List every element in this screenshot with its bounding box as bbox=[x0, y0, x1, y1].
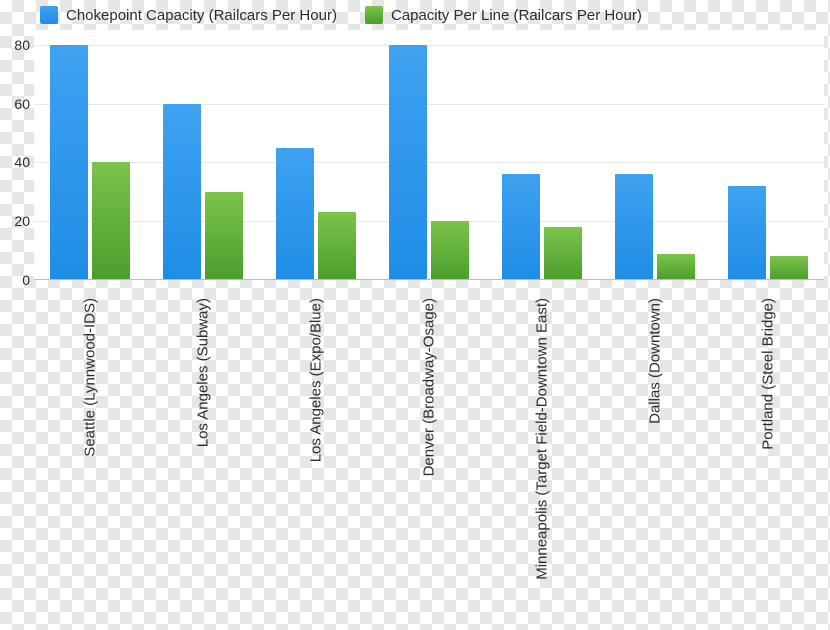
y-tick-label: 20 bbox=[4, 213, 30, 229]
x-label-slot: Los Angeles (Subway) bbox=[147, 290, 260, 620]
x-category-label: Los Angeles (Expo/Blue) bbox=[308, 298, 325, 462]
bar-perline bbox=[657, 254, 695, 280]
bar-perline bbox=[318, 212, 356, 280]
bar-perline bbox=[431, 221, 469, 280]
x-category-label: Dallas (Downtown) bbox=[646, 298, 663, 424]
bar-group bbox=[711, 30, 824, 280]
bar-group bbox=[260, 30, 373, 280]
legend-label-chokepoint: Chokepoint Capacity (Railcars Per Hour) bbox=[66, 7, 337, 24]
bar-chokepoint bbox=[502, 174, 540, 280]
x-label-slot: Denver (Broadway-Osage) bbox=[373, 290, 486, 620]
x-category-label: Los Angeles (Subway) bbox=[195, 298, 212, 447]
legend-swatch-chokepoint bbox=[40, 6, 58, 24]
x-label-slot: Dallas (Downtown) bbox=[598, 290, 711, 620]
bar-chokepoint bbox=[615, 174, 653, 280]
bar-group bbox=[34, 30, 147, 280]
bar-perline bbox=[205, 192, 243, 280]
x-category-label: Seattle (Lynnwood-IDS) bbox=[82, 298, 99, 457]
bar-group bbox=[485, 30, 598, 280]
y-tick-label: 80 bbox=[4, 37, 30, 53]
bar-perline bbox=[92, 162, 130, 280]
x-label-slot: Seattle (Lynnwood-IDS) bbox=[34, 290, 147, 620]
x-labels: Seattle (Lynnwood-IDS) Los Angeles (Subwa… bbox=[34, 290, 824, 620]
bars-container bbox=[34, 30, 824, 280]
x-category-label: Minneapolis (Target Field-Downtown East) bbox=[533, 298, 550, 580]
legend-label-perline: Capacity Per Line (Railcars Per Hour) bbox=[391, 7, 642, 24]
x-label-slot: Portland (Steel Bridge) bbox=[711, 290, 824, 620]
legend-swatch-perline bbox=[365, 6, 383, 24]
bar-group bbox=[373, 30, 486, 280]
bar-perline bbox=[770, 256, 808, 280]
y-tick-label: 40 bbox=[4, 154, 30, 170]
bar-chokepoint bbox=[50, 45, 88, 280]
x-axis-line bbox=[34, 279, 824, 280]
y-tick-label: 0 bbox=[4, 272, 30, 288]
legend-item-perline: Capacity Per Line (Railcars Per Hour) bbox=[365, 6, 642, 24]
chart-plot-area bbox=[34, 30, 824, 280]
x-category-label: Portland (Steel Bridge) bbox=[759, 298, 776, 450]
y-tick-label: 60 bbox=[4, 96, 30, 112]
bar-group bbox=[147, 30, 260, 280]
x-label-slot: Los Angeles (Expo/Blue) bbox=[260, 290, 373, 620]
bar-chokepoint bbox=[728, 186, 766, 280]
legend-item-chokepoint: Chokepoint Capacity (Railcars Per Hour) bbox=[40, 6, 337, 24]
bar-chokepoint bbox=[163, 104, 201, 280]
x-category-label: Denver (Broadway-Osage) bbox=[421, 298, 438, 476]
bar-group bbox=[598, 30, 711, 280]
x-label-slot: Minneapolis (Target Field-Downtown East) bbox=[485, 290, 598, 620]
bar-chokepoint bbox=[276, 148, 314, 280]
bar-chokepoint bbox=[389, 45, 427, 280]
bar-perline bbox=[544, 227, 582, 280]
legend: Chokepoint Capacity (Railcars Per Hour) … bbox=[40, 6, 642, 24]
